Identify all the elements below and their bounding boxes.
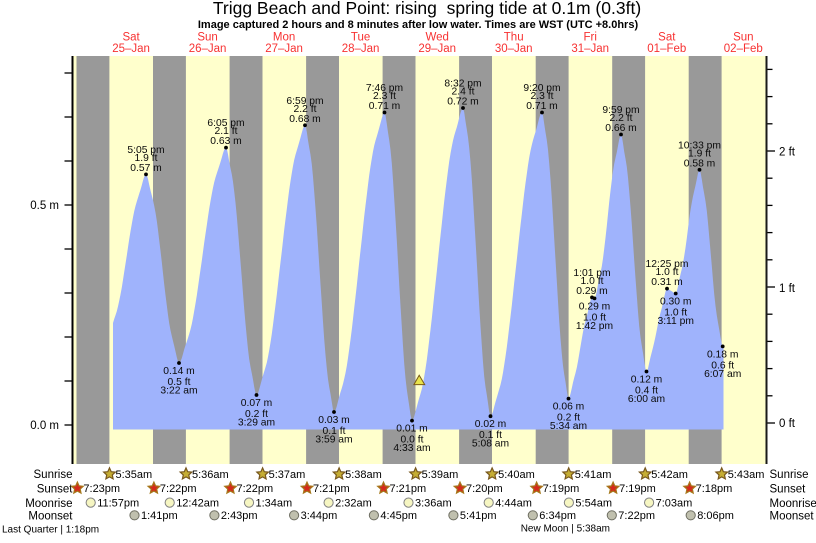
svg-text:Sat: Sat (658, 32, 676, 44)
svg-text:7:19pm: 7:19pm (543, 483, 580, 495)
svg-text:0.14 m: 0.14 m (163, 366, 194, 377)
svg-text:3:36am: 3:36am (415, 497, 452, 509)
svg-text:0.18 m: 0.18 m (707, 349, 738, 360)
svg-text:7:23pm: 7:23pm (83, 483, 120, 495)
svg-text:30–Jan: 30–Jan (495, 43, 533, 55)
svg-text:Sat: Sat (122, 32, 140, 44)
svg-text:1:34am: 1:34am (256, 497, 293, 509)
svg-text:0.02 m: 0.02 m (475, 419, 506, 430)
svg-text:7:22pm: 7:22pm (618, 510, 655, 522)
svg-text:0 ft: 0 ft (779, 418, 796, 430)
svg-text:5:08 am: 5:08 am (472, 439, 509, 450)
svg-text:26–Jan: 26–Jan (189, 43, 227, 55)
svg-text:6:00 am: 6:00 am (628, 394, 665, 405)
svg-text:5:43am: 5:43am (728, 469, 765, 481)
svg-text:Mon: Mon (273, 32, 295, 44)
svg-text:0.31 m: 0.31 m (651, 277, 682, 288)
svg-text:7:22pm: 7:22pm (160, 483, 197, 495)
svg-text:28–Jan: 28–Jan (342, 43, 380, 55)
svg-text:Fri: Fri (583, 32, 596, 44)
svg-text:Image captured 2 hours and 8 m: Image captured 2 hours and 8 minutes aft… (198, 19, 639, 31)
svg-text:0.07 m: 0.07 m (241, 398, 272, 409)
svg-text:7:19pm: 7:19pm (619, 483, 656, 495)
svg-text:0.03 m: 0.03 m (318, 415, 349, 426)
svg-text:4:33 am: 4:33 am (393, 443, 430, 454)
svg-text:2:43pm: 2:43pm (221, 510, 258, 522)
svg-text:11:57pm: 11:57pm (97, 497, 139, 509)
svg-text:6:34pm: 6:34pm (539, 510, 576, 522)
svg-text:Trigg Beach and Point: rising: Trigg Beach and Point: rising spring tid… (213, 0, 641, 18)
svg-text:Last Quarter | 1:18pm: Last Quarter | 1:18pm (2, 525, 99, 536)
svg-text:0.30 m: 0.30 m (660, 297, 691, 308)
svg-text:Moonrise: Moonrise (770, 498, 816, 510)
svg-text:4:44am: 4:44am (495, 497, 532, 509)
svg-text:0.29 m: 0.29 m (579, 301, 610, 312)
svg-text:0.71 m: 0.71 m (369, 101, 400, 112)
svg-text:Thu: Thu (504, 32, 524, 44)
svg-text:7:20pm: 7:20pm (466, 483, 503, 495)
svg-text:5:35am: 5:35am (116, 469, 153, 481)
svg-text:0.57 m: 0.57 m (130, 163, 161, 174)
svg-text:Sunset: Sunset (770, 483, 807, 495)
svg-text:1:41pm: 1:41pm (141, 510, 178, 522)
svg-text:02–Feb: 02–Feb (724, 43, 763, 55)
svg-text:27–Jan: 27–Jan (265, 43, 303, 55)
svg-text:25–Jan: 25–Jan (112, 43, 150, 55)
svg-text:5:41pm: 5:41pm (460, 510, 497, 522)
svg-text:3:44pm: 3:44pm (301, 510, 338, 522)
svg-text:3:59 am: 3:59 am (315, 435, 352, 446)
svg-text:3:11 pm: 3:11 pm (657, 316, 693, 327)
svg-text:Sunset: Sunset (37, 483, 74, 495)
svg-text:Sun: Sun (197, 32, 217, 44)
svg-text:0.01 m: 0.01 m (396, 424, 427, 435)
svg-text:5:40am: 5:40am (498, 469, 535, 481)
svg-text:Moonrise: Moonrise (25, 498, 72, 510)
svg-text:7:18pm: 7:18pm (696, 483, 733, 495)
svg-text:3:22 am: 3:22 am (160, 386, 197, 397)
svg-text:01–Feb: 01–Feb (647, 43, 686, 55)
svg-text:0.72 m: 0.72 m (447, 97, 478, 108)
svg-text:0.71 m: 0.71 m (526, 101, 557, 112)
svg-text:4:45pm: 4:45pm (380, 510, 417, 522)
svg-text:5:37am: 5:37am (269, 469, 306, 481)
svg-text:New Moon | 5:38am: New Moon | 5:38am (521, 524, 610, 535)
svg-text:Moonset: Moonset (28, 511, 73, 523)
svg-text:7:21pm: 7:21pm (390, 483, 427, 495)
svg-text:2 ft: 2 ft (779, 147, 796, 159)
svg-text:0.58 m: 0.58 m (684, 158, 715, 169)
svg-text:0.06 m: 0.06 m (553, 402, 584, 413)
svg-text:7:03am: 7:03am (656, 497, 693, 509)
svg-text:7:21pm: 7:21pm (313, 483, 350, 495)
svg-text:8:06pm: 8:06pm (697, 510, 734, 522)
svg-text:5:42am: 5:42am (651, 469, 688, 481)
svg-text:1 ft: 1 ft (779, 283, 796, 295)
svg-text:0.63 m: 0.63 m (210, 136, 241, 147)
svg-text:29–Jan: 29–Jan (418, 43, 456, 55)
svg-text:0.12 m: 0.12 m (631, 375, 662, 386)
svg-text:Sunrise: Sunrise (34, 469, 73, 481)
svg-text:1:42 pm: 1:42 pm (576, 321, 613, 332)
svg-text:Wed: Wed (425, 32, 448, 44)
svg-text:5:54am: 5:54am (575, 497, 612, 509)
svg-text:0.0 m: 0.0 m (30, 420, 59, 432)
svg-text:Sunrise: Sunrise (770, 469, 809, 481)
svg-text:5:39am: 5:39am (422, 469, 459, 481)
svg-text:3:29 am: 3:29 am (238, 418, 275, 429)
svg-text:Moonset: Moonset (770, 511, 815, 523)
svg-text:5:38am: 5:38am (345, 469, 382, 481)
svg-text:12:42am: 12:42am (176, 497, 219, 509)
svg-text:Tue: Tue (351, 32, 370, 44)
svg-text:5:36am: 5:36am (192, 469, 229, 481)
svg-text:5:34 am: 5:34 am (550, 421, 587, 432)
svg-text:31–Jan: 31–Jan (571, 43, 609, 55)
svg-text:2:32am: 2:32am (335, 497, 372, 509)
svg-text:5:41am: 5:41am (575, 469, 612, 481)
svg-text:0.66 m: 0.66 m (605, 123, 636, 134)
svg-text:7:22pm: 7:22pm (237, 483, 274, 495)
svg-text:Sun: Sun (733, 32, 753, 44)
svg-text:0.5 m: 0.5 m (30, 200, 59, 212)
svg-text:6:07 am: 6:07 am (704, 369, 741, 380)
svg-text:0.29 m: 0.29 m (576, 286, 607, 297)
svg-text:0.68 m: 0.68 m (289, 114, 320, 125)
